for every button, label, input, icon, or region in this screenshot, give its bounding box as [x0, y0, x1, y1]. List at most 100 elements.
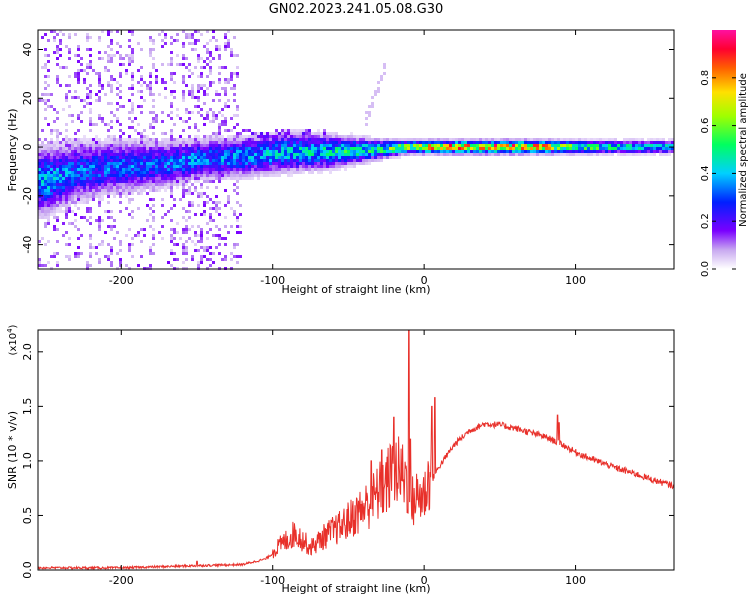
heatmap-cell: [314, 162, 317, 165]
heatmap-cell: [149, 171, 152, 174]
heatmap-cell: [50, 156, 53, 159]
heatmap-cell: [275, 174, 278, 177]
heatmap-cell: [59, 186, 62, 189]
heatmap-cell: [164, 168, 167, 171]
heatmap-cell: [257, 162, 260, 165]
heatmap-cell: [83, 195, 86, 198]
heatmap-cell: [215, 39, 218, 42]
heatmap-cell: [191, 156, 194, 159]
heatmap-cell: [488, 138, 491, 141]
heatmap-cell: [227, 105, 230, 108]
heatmap-cell: [506, 147, 509, 150]
heatmap-cell: [140, 150, 143, 153]
heatmap-cell: [227, 78, 230, 81]
heatmap-cell: [101, 162, 104, 165]
heatmap-cell: [149, 186, 152, 189]
heatmap-cell: [356, 135, 359, 138]
heatmap-cell: [311, 168, 314, 171]
heatmap-cell: [329, 171, 332, 174]
heatmap-cell: [227, 174, 230, 177]
heatmap-cell: [512, 153, 515, 156]
heatmap-cell: [65, 216, 68, 219]
heatmap-cell: [65, 198, 68, 201]
heatmap-cell: [200, 75, 203, 78]
heatmap-cell: [56, 153, 59, 156]
heatmap-cell: [44, 183, 47, 186]
heatmap-cell: [170, 93, 173, 96]
heatmap-cell: [182, 81, 185, 84]
heatmap-cell: [554, 141, 557, 144]
heatmap-cell: [230, 72, 233, 75]
heatmap-cell: [272, 174, 275, 177]
heatmap-cell: [68, 162, 71, 165]
heatmap-cell: [56, 183, 59, 186]
heatmap-cell: [152, 177, 155, 180]
heatmap-cell: [251, 156, 254, 159]
heatmap-cell: [614, 141, 617, 144]
heatmap-cell: [278, 156, 281, 159]
snr-plot-area: [38, 330, 674, 570]
heatmap-cell: [104, 93, 107, 96]
heatmap-cell: [167, 147, 170, 150]
heatmap-cell: [92, 192, 95, 195]
heatmap-cell: [167, 180, 170, 183]
heatmap-cell: [629, 150, 632, 153]
heatmap-cell: [41, 165, 44, 168]
heatmap-cell: [323, 132, 326, 135]
heatmap-cell: [239, 168, 242, 171]
heatmap-cell: [206, 168, 209, 171]
heatmap-cell: [218, 45, 221, 48]
heatmap-cell: [188, 93, 191, 96]
heatmap-cell: [521, 153, 524, 156]
heatmap-cell: [290, 165, 293, 168]
heatmap-cell: [149, 123, 152, 126]
heatmap-cell: [449, 141, 452, 144]
heatmap-cell: [578, 153, 581, 156]
heatmap-cell: [47, 177, 50, 180]
heatmap-cell: [413, 150, 416, 153]
heatmap-cell: [173, 252, 176, 255]
heatmap-cell: [275, 156, 278, 159]
heatmap-cell: [236, 216, 239, 219]
heatmap-cell: [212, 111, 215, 114]
heatmap-cell: [107, 210, 110, 213]
heatmap-cell: [263, 141, 266, 144]
heatmap-cell: [197, 177, 200, 180]
heatmap-cell: [125, 192, 128, 195]
heatmap-cell: [614, 147, 617, 150]
heatmap-cell: [44, 93, 47, 96]
heatmap-cell: [101, 177, 104, 180]
heatmap-cell: [179, 141, 182, 144]
heatmap-cell: [377, 141, 380, 144]
heatmap-cell: [527, 153, 530, 156]
heatmap-cell: [128, 138, 131, 141]
heatmap-cell: [392, 147, 395, 150]
heatmap-cell: [275, 147, 278, 150]
heatmap-cell: [86, 36, 89, 39]
heatmap-cell: [212, 120, 215, 123]
heatmap-cell: [242, 165, 245, 168]
heatmap-cell: [317, 132, 320, 135]
heatmap-cell: [407, 153, 410, 156]
heatmap-cell: [149, 225, 152, 228]
heatmap-cell: [98, 189, 101, 192]
heatmap-cell: [104, 141, 107, 144]
heatmap-cell: [71, 159, 74, 162]
heatmap-cell: [44, 108, 47, 111]
heatmap-cell: [137, 153, 140, 156]
heatmap-cell: [74, 183, 77, 186]
heatmap-cell: [215, 147, 218, 150]
heatmap-cell: [59, 150, 62, 153]
heatmap-cell: [329, 141, 332, 144]
heatmap-cell: [185, 108, 188, 111]
heatmap-cell: [146, 87, 149, 90]
heatmap-cell: [512, 150, 515, 153]
heatmap-cell: [107, 243, 110, 246]
heatmap-cell: [215, 210, 218, 213]
heatmap-cell: [104, 177, 107, 180]
heatmap-cell: [77, 69, 80, 72]
heatmap-cell: [131, 111, 134, 114]
heatmap-cell: [152, 138, 155, 141]
heatmap-cell: [146, 141, 149, 144]
heatmap-cell: [455, 138, 458, 141]
